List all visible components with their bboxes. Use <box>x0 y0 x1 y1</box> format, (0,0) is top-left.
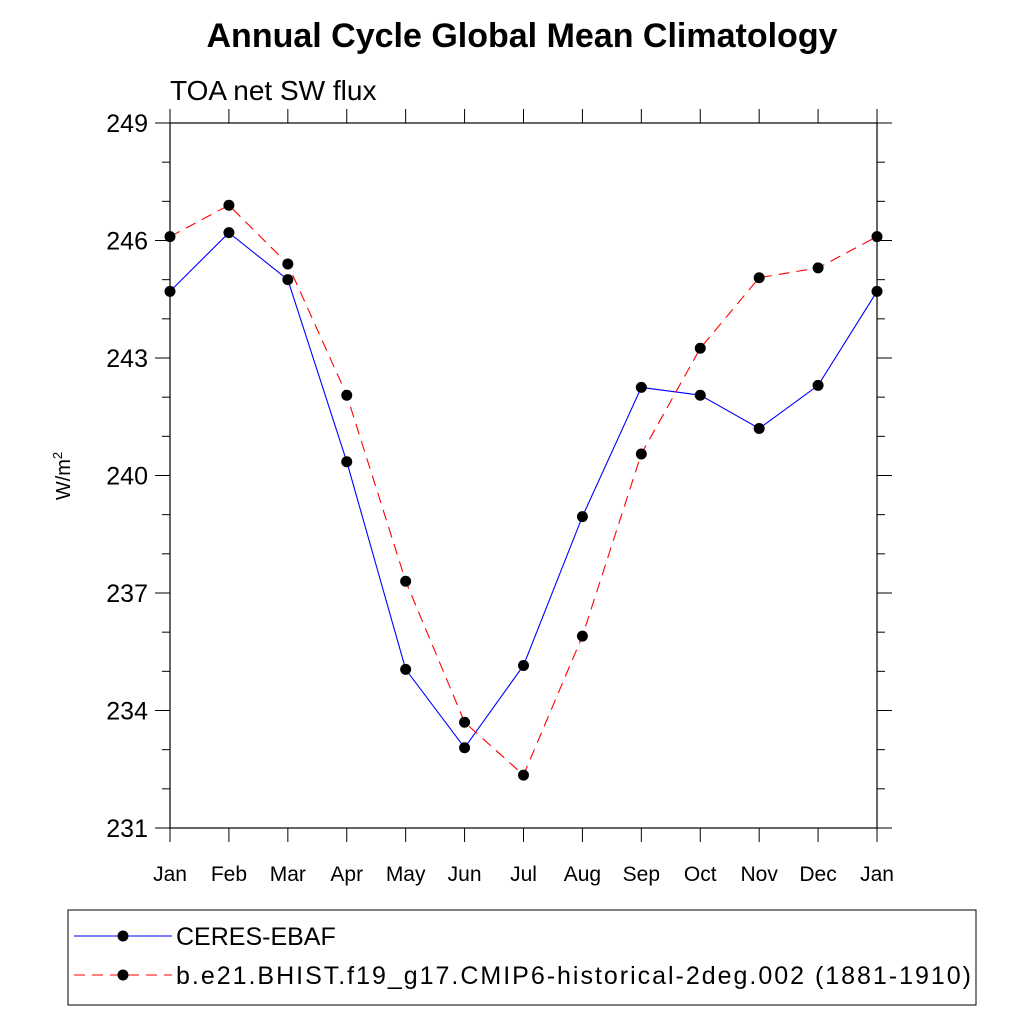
series-layer <box>164 199 883 781</box>
series-2-point <box>282 258 294 270</box>
y-tick-label: 246 <box>106 228 148 256</box>
plot-frame <box>169 122 878 829</box>
chart-title: Annual Cycle Global Mean Climatology <box>207 17 838 55</box>
x-tick-label: Jan <box>153 863 187 886</box>
series-1-point <box>635 381 647 393</box>
series-2-point <box>871 231 883 243</box>
x-tick-label: Dec <box>799 863 836 886</box>
series-2-point <box>341 389 353 401</box>
x-tick-label: Oct <box>684 863 717 886</box>
series-2-point <box>223 199 235 211</box>
x-tick-label: Feb <box>211 863 247 886</box>
series-2-point <box>576 630 588 642</box>
x-tick-label: Nov <box>740 863 778 886</box>
series-2-point <box>694 342 706 354</box>
y-tick-label: 249 <box>106 110 148 138</box>
y-tick-label: 240 <box>106 463 148 491</box>
x-tick-label: Mar <box>270 863 306 886</box>
x-axis: Jan Feb Mar Apr May Jun Jul Aug Sep Oct Nov Dec Jan <box>153 109 894 886</box>
y-axis-label-base: W/m <box>53 459 75 500</box>
y-axis: 231 234 237 240 243 246 249 <box>106 110 892 843</box>
legend-label-2: b.e21.BHIST.f19_g17.CMIP6-historical-2de… <box>176 962 971 990</box>
legend-marker-2 <box>117 969 129 981</box>
series-2-point <box>518 769 529 781</box>
series-1-point <box>282 274 294 286</box>
series-1-point <box>459 742 471 754</box>
legend-box <box>67 909 977 1006</box>
x-tick-label: Jan <box>860 863 894 886</box>
series-2-point <box>753 272 765 284</box>
chart-subtitle: TOA net SW flux <box>170 75 376 106</box>
x-tick-label: Aug <box>564 863 601 886</box>
legend-items: CERES-EBAF b.e21.BHIST.f19_g17.CMIP6-hist… <box>74 923 971 990</box>
x-tick-label: Apr <box>330 863 363 886</box>
series-2-point <box>635 448 647 460</box>
x-tick-label: Jul <box>510 863 537 886</box>
series-2-point <box>164 231 176 243</box>
series-1-point <box>694 389 706 401</box>
y-tick-label: 234 <box>106 698 148 726</box>
y-tick-label: 237 <box>106 580 148 608</box>
series-2-point <box>400 575 412 587</box>
series-1-point <box>871 285 883 297</box>
series-1-point <box>400 663 412 675</box>
legend-label-1: CERES-EBAF <box>176 923 336 951</box>
series-2-point <box>812 262 824 274</box>
legend: CERES-EBAF b.e21.BHIST.f19_g17.CMIP6-hist… <box>67 909 977 1006</box>
series-1-point <box>518 659 529 671</box>
y-axis-label: W/m2 <box>50 452 75 500</box>
x-tick-label: Jun <box>448 863 482 886</box>
y-tick-label: 243 <box>106 345 148 373</box>
series-1-point <box>753 423 765 434</box>
series-1-point <box>164 285 176 297</box>
x-tick-label: Sep <box>623 863 660 886</box>
series-line-2 <box>169 204 878 777</box>
series-2-point <box>459 716 471 728</box>
series-1-point <box>812 379 824 391</box>
series-1-point <box>223 227 235 239</box>
y-tick-label: 231 <box>106 815 148 843</box>
y-axis-label-superscript: 2 <box>50 452 65 459</box>
series-1-point <box>576 511 588 523</box>
x-tick-label: May <box>386 863 426 886</box>
legend-marker-1 <box>117 930 129 942</box>
series-1-point <box>341 456 353 468</box>
